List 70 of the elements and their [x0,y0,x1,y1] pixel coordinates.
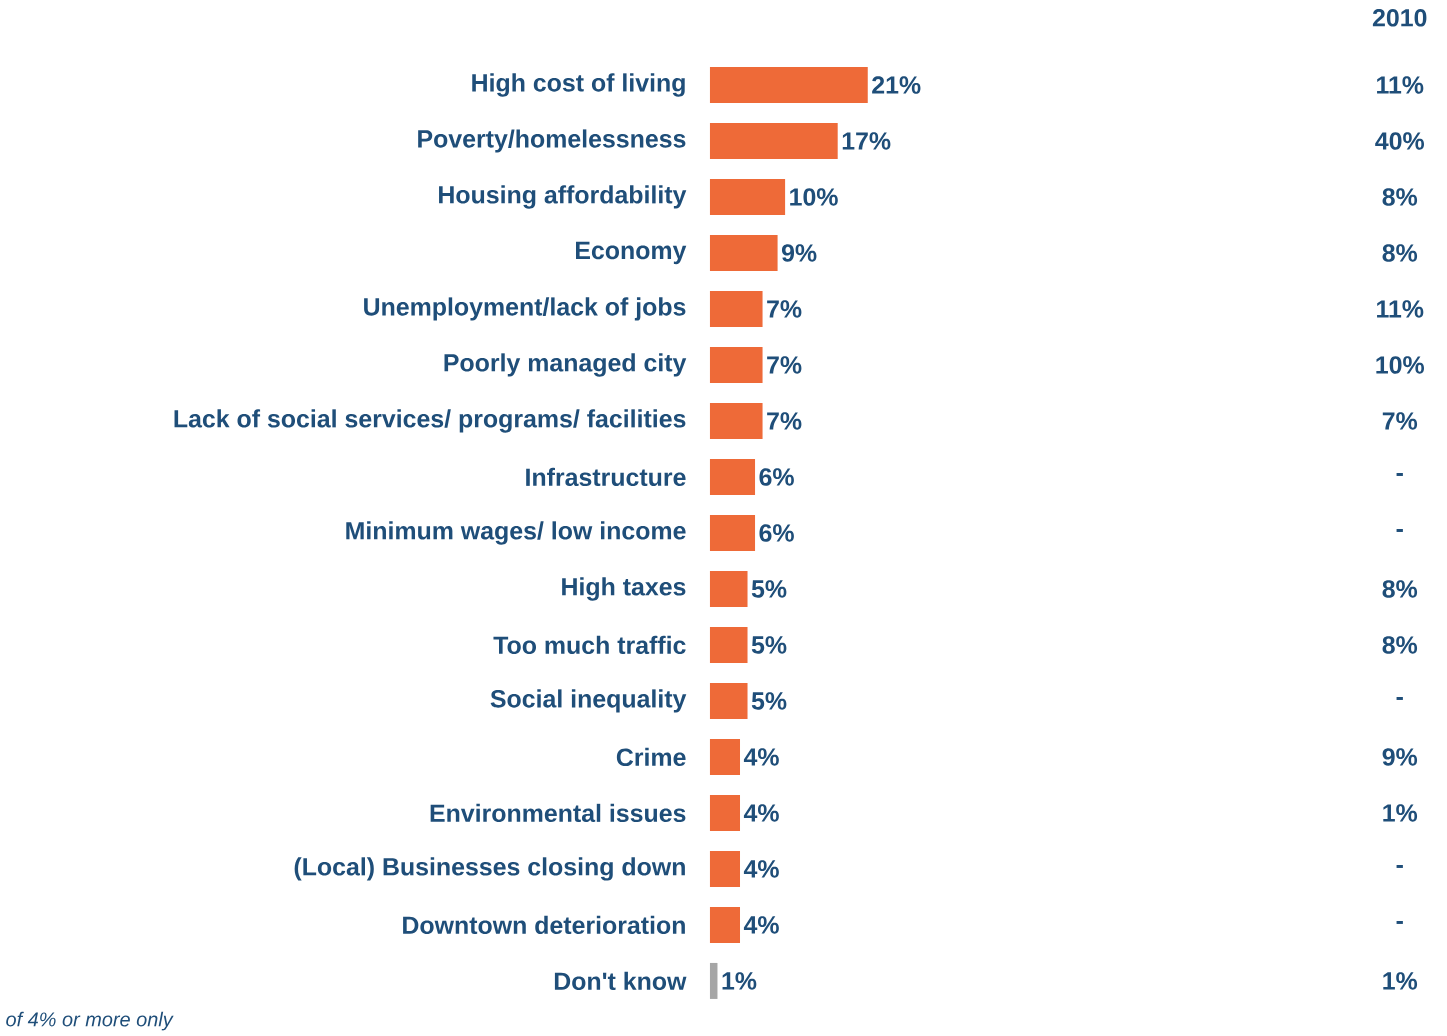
data-label: 7% [767,356,802,374]
bar [709,235,778,272]
y-tick-label: (Local) Businesses closing down [294,857,685,881]
text: 1% [1383,804,1418,822]
bar [709,291,763,328]
y-tick-label: Minimum wages/ low income [346,521,686,545]
bar [709,67,868,104]
y-tick-label: High taxes [562,577,686,601]
text: 8% [1382,580,1418,598]
y-tick-label: Environmental issues [430,803,686,823]
text: 10% [1376,356,1424,374]
text: 2010 [1372,9,1427,27]
y-tick-label: Economy [576,241,687,265]
text: of 4% or more only [6,1011,174,1031]
text: - [1396,529,1403,532]
y-tick-label: Lack of social services/ programs/ facilities [174,409,686,433]
bar [709,459,756,495]
data-label: 6% [759,468,794,486]
data-label: 5% [751,692,787,710]
y-tick-label: Poorly managed city [444,353,687,377]
data-label: 4% [743,860,779,878]
data-label: 4% [743,916,779,934]
bar [709,682,748,719]
y-tick-label: Social inequality [490,689,687,713]
bar [709,850,741,887]
text: 1% [1383,972,1418,990]
text: - [1396,697,1403,700]
data-label: 1% [722,972,757,990]
text: 11% [1377,76,1424,94]
bar [709,123,838,160]
data-label: 7% [767,300,802,318]
bar [709,962,718,999]
y-tick-label: Too much traffic [493,635,686,655]
bar [709,794,741,831]
data-label: 5% [751,636,787,654]
data-label: 7% [767,412,802,430]
bar [709,347,763,384]
bar [709,403,763,440]
bar [709,738,741,775]
y-tick-label: Housing affordability [439,185,687,209]
bar [709,906,741,943]
text: - [1396,865,1403,868]
text: 8% [1382,244,1418,262]
data-label: 4% [743,804,779,822]
text: 8% [1382,188,1418,206]
y-tick-label: Infrastructure [526,467,686,487]
data-label: 10% [790,188,838,206]
bar [709,515,756,551]
y-tick-label: Downtown deterioration [403,915,685,935]
y-tick-label: Don't know [554,971,687,991]
y-tick-label: High cost of living [472,73,685,97]
y-tick-label: Unemployment/lack of jobs [364,297,686,321]
text: 7% [1382,412,1418,430]
bar [709,571,748,607]
text: 9% [1382,748,1418,766]
data-label: 5% [751,580,787,598]
text: - [1396,473,1403,476]
bar [709,179,786,216]
y-tick-label: Crime [616,747,686,767]
y-tick-label: Poverty/homelessness [418,129,686,153]
text: 8% [1382,636,1418,654]
data-label: 9% [781,244,817,262]
data-label: 21% [872,76,921,94]
data-label: 6% [759,524,794,542]
text: 11% [1377,300,1424,318]
text: - [1396,921,1403,924]
data-label: 17% [842,132,891,150]
text: 40% [1375,132,1424,150]
data-label: 4% [743,748,779,766]
bar [709,626,748,663]
